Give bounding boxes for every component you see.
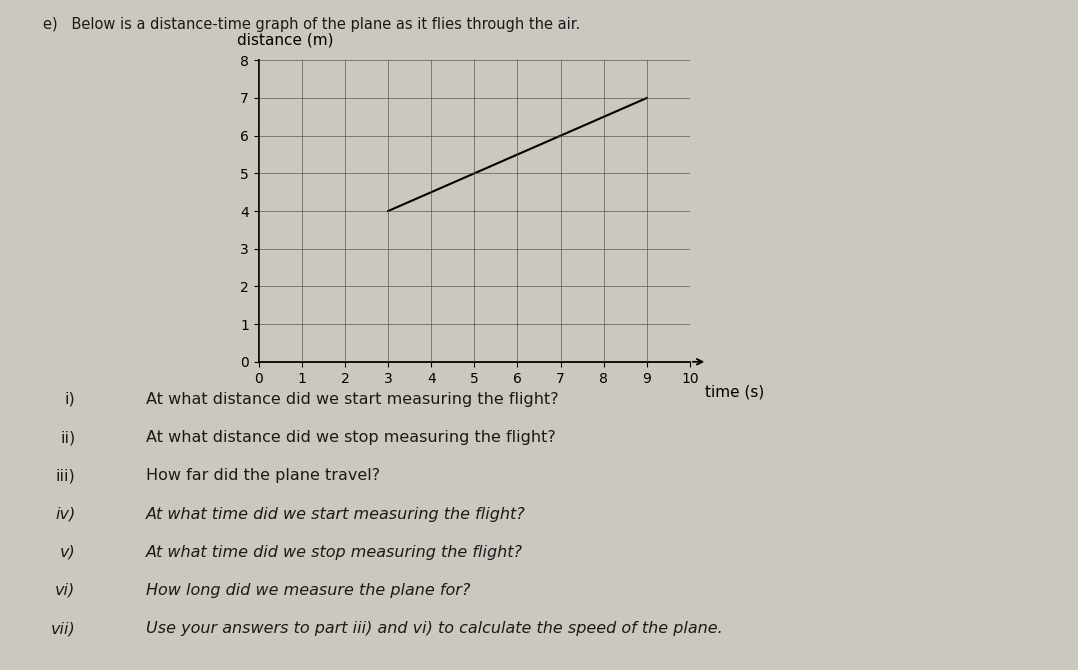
Text: Use your answers to part iii) and vi) to calculate the speed of the plane.: Use your answers to part iii) and vi) to… (146, 621, 722, 636)
Text: vi): vi) (55, 583, 75, 598)
Text: vii): vii) (51, 621, 75, 636)
Text: v): v) (59, 545, 75, 559)
Text: At what distance did we start measuring the flight?: At what distance did we start measuring … (146, 392, 558, 407)
Text: iii): iii) (56, 468, 75, 483)
Text: distance (m): distance (m) (237, 32, 334, 47)
Text: time (s): time (s) (705, 385, 764, 399)
Text: ii): ii) (60, 430, 75, 445)
Text: At what time did we stop measuring the flight?: At what time did we stop measuring the f… (146, 545, 523, 559)
Text: iv): iv) (55, 507, 75, 521)
Text: At what distance did we stop measuring the flight?: At what distance did we stop measuring t… (146, 430, 555, 445)
Text: How long did we measure the plane for?: How long did we measure the plane for? (146, 583, 470, 598)
Text: i): i) (65, 392, 75, 407)
Text: e)   Below is a distance-time graph of the plane as it flies through the air.: e) Below is a distance-time graph of the… (43, 17, 580, 31)
Text: At what time did we start measuring the flight?: At what time did we start measuring the … (146, 507, 525, 521)
Text: How far did the plane travel?: How far did the plane travel? (146, 468, 379, 483)
